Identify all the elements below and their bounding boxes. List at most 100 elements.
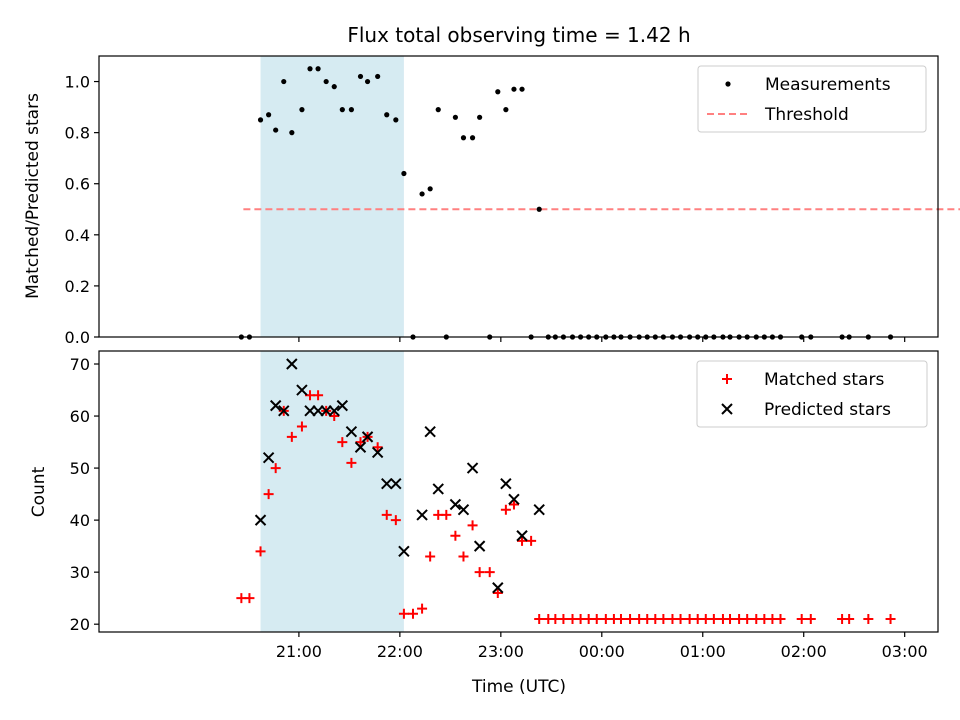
- data-point-plus: [425, 551, 436, 562]
- data-point-plus: [517, 535, 528, 546]
- data-point-x: [345, 425, 358, 438]
- legend-box: [696, 360, 928, 428]
- data-point-plus: [270, 463, 281, 474]
- data-point-plus: [742, 613, 753, 624]
- data-point-plus: [255, 546, 266, 557]
- y-tick-label: 0.8: [65, 124, 90, 143]
- data-point-x: [371, 446, 384, 459]
- y-tick-label: 50: [70, 459, 90, 478]
- data-point-dot: [315, 66, 321, 72]
- data-point-x: [390, 477, 402, 490]
- data-point-x: [328, 405, 340, 417]
- data-point-dot: [495, 89, 501, 95]
- y-tick-label: 0.2: [65, 277, 90, 296]
- data-point-x: [296, 384, 308, 396]
- x-tick-label: 03:00: [882, 642, 928, 661]
- data-point-x: [286, 358, 298, 370]
- legend-marker-swatch: [722, 374, 732, 384]
- data-point-plus: [558, 613, 569, 624]
- data-point-dot: [419, 191, 425, 197]
- legend-marker-swatch: [725, 81, 731, 87]
- top-panel: 0.0 0.2 0.4 0.6 0.8 1.0 Measurements Threshold: [65, 55, 960, 347]
- data-point-plus: [708, 613, 719, 624]
- legend-marker-swatch: [721, 403, 733, 415]
- legend-label: Threshold: [764, 105, 849, 125]
- data-point-plus: [286, 431, 297, 442]
- data-point-dot: [511, 86, 517, 92]
- data-point-dot: [299, 107, 305, 113]
- y-tick-label: 70: [70, 355, 90, 374]
- data-point-x: [416, 509, 428, 521]
- data-point-plus: [337, 437, 348, 448]
- data-point-dot: [393, 117, 399, 123]
- data-point-plus: [417, 603, 428, 614]
- data-point-plus: [863, 613, 874, 624]
- top-ylabel: Matched/Predicted stars: [23, 93, 43, 299]
- chart-title: Flux total observing time = 1.42 h: [347, 23, 690, 47]
- y-tick-label: 1.0: [65, 73, 90, 92]
- legend-label: Measurements: [765, 75, 891, 95]
- y-tick-label: 60: [70, 407, 90, 426]
- data-point-x: [516, 530, 528, 542]
- data-point-dot: [323, 78, 329, 85]
- data-point-plus: [296, 421, 307, 432]
- data-point-plus: [625, 613, 636, 624]
- data-point-plus: [492, 587, 503, 598]
- data-point-dot: [307, 66, 313, 72]
- data-point-dot: [266, 112, 272, 118]
- data-point-x: [533, 504, 545, 516]
- data-point-dot: [469, 135, 476, 141]
- data-point-dot: [401, 170, 407, 177]
- x-tick-label: 01:00: [680, 642, 726, 661]
- y-tick-label: 40: [70, 511, 90, 530]
- data-point-plus: [526, 535, 537, 546]
- data-point-x: [381, 477, 393, 490]
- data-point-x: [432, 483, 444, 495]
- data-point-plus: [313, 390, 324, 401]
- data-point-plus: [244, 593, 255, 604]
- data-point-plus: [263, 489, 274, 500]
- data-point-x: [508, 493, 520, 506]
- y-tick-label: 20: [70, 615, 90, 634]
- data-point-plus: [591, 613, 602, 624]
- legend-label: Matched stars: [764, 370, 884, 390]
- data-point-plus: [796, 613, 807, 624]
- data-point-x: [449, 498, 462, 511]
- data-point-plus: [398, 608, 409, 619]
- data-point-dot: [503, 107, 509, 113]
- data-point-plus: [508, 499, 519, 510]
- y-tick-label: 0.6: [65, 175, 90, 194]
- data-point-plus: [615, 613, 626, 624]
- data-point-x: [269, 399, 282, 412]
- data-point-x: [398, 545, 410, 558]
- x-tick-label: 22:00: [377, 642, 423, 661]
- data-point-dot: [273, 127, 279, 133]
- x-tick-label: 21:00: [276, 642, 322, 661]
- data-point-dot: [348, 107, 355, 113]
- legend-box: [697, 65, 927, 133]
- legend: Measurements Threshold: [697, 65, 927, 133]
- data-point-dot: [339, 107, 345, 113]
- data-point-dot: [331, 84, 337, 90]
- highlight-span: [260, 351, 404, 632]
- data-point-dot: [257, 117, 264, 123]
- data-point-plus: [467, 520, 478, 531]
- y-tick-label: 0.4: [65, 226, 90, 245]
- y-tick-label: 0.0: [65, 328, 90, 347]
- data-point-x: [262, 451, 275, 464]
- data-point-plus: [500, 504, 511, 515]
- data-point-x: [361, 431, 374, 443]
- data-point-x: [424, 425, 436, 438]
- data-point-plus: [372, 442, 383, 453]
- data-point-plus: [390, 515, 401, 526]
- data-point-plus: [407, 608, 418, 619]
- data-point-dot: [375, 73, 381, 80]
- data-point-x: [336, 399, 349, 412]
- data-point-plus: [725, 613, 736, 624]
- data-point-x: [278, 405, 290, 417]
- data-point-plus: [534, 613, 545, 624]
- data-point-plus: [775, 613, 786, 624]
- data-point-plus: [458, 551, 469, 562]
- data-point-dot: [536, 206, 542, 212]
- data-point-plus: [675, 613, 686, 624]
